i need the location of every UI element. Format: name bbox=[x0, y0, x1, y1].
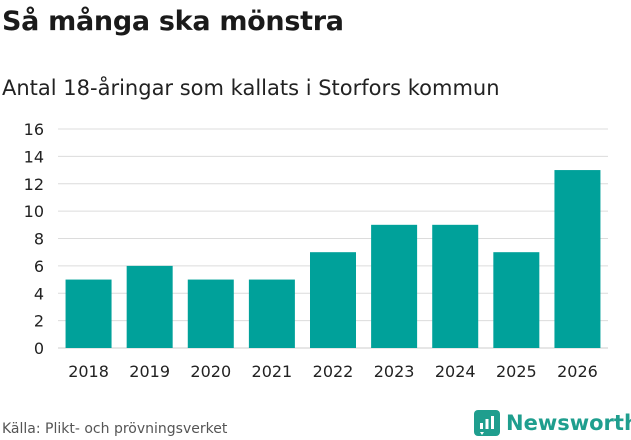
chart-subtitle: Antal 18-åringar som kallats i Storfors … bbox=[2, 76, 500, 100]
y-tick-label: 6 bbox=[34, 257, 44, 276]
bar bbox=[371, 224, 418, 348]
x-tick-label: 2019 bbox=[129, 362, 170, 381]
bar-chart: 0 2 4 6 8 10 12 14 16 2018 2019 2020 2021 2022 2023 202… bbox=[24, 120, 608, 381]
bar bbox=[432, 224, 479, 348]
bar bbox=[248, 279, 295, 348]
x-tick-label: 2026 bbox=[557, 362, 598, 381]
source-note: Källa: Plikt- och prövningsverket bbox=[2, 421, 228, 437]
x-tick-label: 2018 bbox=[68, 362, 109, 381]
y-tick-label: 14 bbox=[24, 147, 44, 166]
bar bbox=[126, 265, 173, 348]
bar bbox=[493, 252, 540, 348]
x-tick-label: 2024 bbox=[435, 362, 476, 381]
y-tick-label: 2 bbox=[34, 312, 44, 331]
x-tick-label: 2022 bbox=[313, 362, 354, 381]
newsworthy-logo: Newsworthy bbox=[474, 408, 631, 438]
y-tick-label: 16 bbox=[24, 120, 44, 139]
x-tick-label: 2020 bbox=[190, 362, 231, 381]
bar bbox=[310, 252, 356, 348]
x-tick-label: 2025 bbox=[496, 362, 537, 381]
chart-title: Så många ska mönstra bbox=[2, 6, 344, 37]
x-tick-label: 2021 bbox=[252, 362, 293, 381]
y-tick-label: 12 bbox=[24, 175, 44, 194]
bar bbox=[65, 279, 112, 348]
y-tick-label: 8 bbox=[34, 230, 44, 249]
y-tick-label: 0 bbox=[34, 339, 44, 358]
x-tick-label: 2023 bbox=[374, 362, 415, 381]
newsworthy-logo-icon bbox=[474, 410, 500, 436]
y-tick-label: 4 bbox=[34, 284, 44, 303]
bar bbox=[187, 279, 234, 348]
brand-name: Newsworthy bbox=[506, 411, 631, 435]
bar bbox=[554, 170, 601, 348]
y-tick-label: 10 bbox=[24, 202, 44, 221]
